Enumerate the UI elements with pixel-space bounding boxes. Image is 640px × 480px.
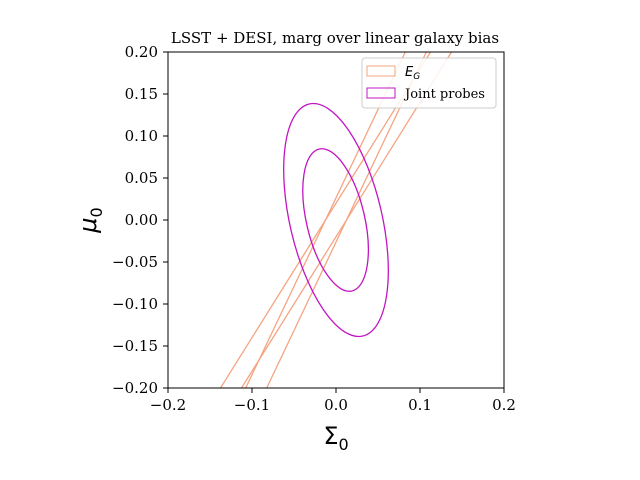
- y-axis-label-subscript: 0: [87, 207, 106, 217]
- legend-label-joint-probes: Joint probes: [403, 87, 485, 102]
- chart-title: LSST + DESI, marg over linear galaxy bia…: [171, 29, 499, 47]
- y-tick-label: 0.20: [125, 43, 158, 61]
- x-axis-label-symbol: Σ: [323, 422, 338, 450]
- legend: EG Joint probes: [361, 57, 497, 109]
- legend-label-eg: EG: [405, 65, 420, 82]
- y-tick-label: −0.20: [112, 379, 158, 397]
- legend-label-eg-subscript: G: [413, 72, 420, 82]
- x-axis: −0.2 −0.1 0.0 0.1 0.2: [150, 388, 516, 414]
- x-tick-label: −0.1: [234, 396, 270, 414]
- x-axis-label-subscript: 0: [338, 435, 348, 454]
- y-tick-label: 0.10: [125, 127, 158, 145]
- x-axis-label: Σ0: [323, 422, 348, 454]
- y-tick-label: −0.15: [112, 337, 158, 355]
- joint-probes-contour-1-sigma: [302, 148, 369, 292]
- y-axis-label: μ0: [74, 207, 106, 233]
- y-axis: −0.20 −0.15 −0.10 −0.05 0.00 0.05 0.10 0.15 0.20: [112, 43, 168, 397]
- y-tick-label: 0.00: [125, 211, 158, 229]
- y-tick-label: −0.10: [112, 295, 158, 313]
- legend-swatch-joint-probes: [366, 87, 396, 99]
- x-tick-label: 0.1: [408, 396, 432, 414]
- legend-label-eg-symbol: E: [405, 65, 414, 80]
- x-tick-label: −0.2: [150, 396, 186, 414]
- y-tick-label: −0.05: [112, 253, 158, 271]
- y-axis-label-symbol: μ: [74, 217, 102, 233]
- y-tick-label: 0.05: [125, 169, 158, 187]
- joint-probes-contour-2-sigma: [283, 102, 389, 338]
- x-tick-label: 0.0: [324, 396, 348, 414]
- x-tick-label: 0.2: [492, 396, 516, 414]
- y-tick-label: 0.15: [125, 85, 158, 103]
- legend-swatch-eg: [366, 65, 396, 77]
